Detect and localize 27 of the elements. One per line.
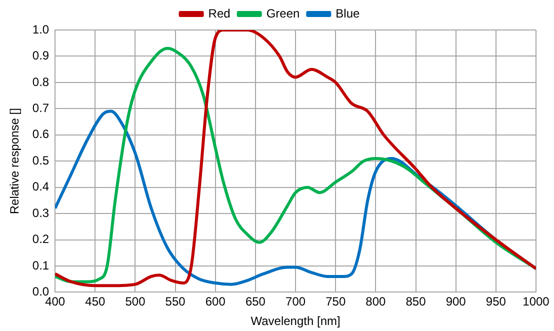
x-tick-label: 800 <box>366 294 386 309</box>
x-tick-label: 500 <box>125 294 146 309</box>
x-tick-label: 750 <box>326 294 346 309</box>
x-tick-label: 900 <box>446 294 466 309</box>
x-tick-label: 550 <box>165 294 186 309</box>
legend-label: Blue <box>336 6 360 20</box>
y-tick-label: 0.7 <box>32 100 50 115</box>
y-tick-label: 0.6 <box>32 127 50 142</box>
x-tick-label: 700 <box>286 294 306 309</box>
y-tick-label: 0.3 <box>32 206 50 220</box>
x-tick-label: 850 <box>406 294 426 309</box>
x-tick-label: 600 <box>205 294 226 309</box>
y-tick-label: 0.4 <box>32 180 50 194</box>
y-tick-label: 0.5 <box>32 153 50 168</box>
legend-label: Red <box>208 6 230 20</box>
y-tick-label: 1.0 <box>32 22 50 36</box>
legend-label: Green <box>266 6 300 20</box>
x-axis-title: Wavelength [nm] <box>250 314 340 328</box>
x-tick-label: 1000 <box>522 294 550 309</box>
y-axis-title: Relative response [] <box>8 108 22 214</box>
y-tick-label: 0.8 <box>32 74 50 89</box>
y-tick-label: 0.1 <box>32 258 50 272</box>
x-tick-label: 950 <box>486 294 506 309</box>
y-tick-label: 0.9 <box>32 48 50 63</box>
x-tick-label: 450 <box>85 294 106 309</box>
y-tick-label: 0.2 <box>32 232 50 246</box>
x-tick-label: 650 <box>245 294 266 309</box>
